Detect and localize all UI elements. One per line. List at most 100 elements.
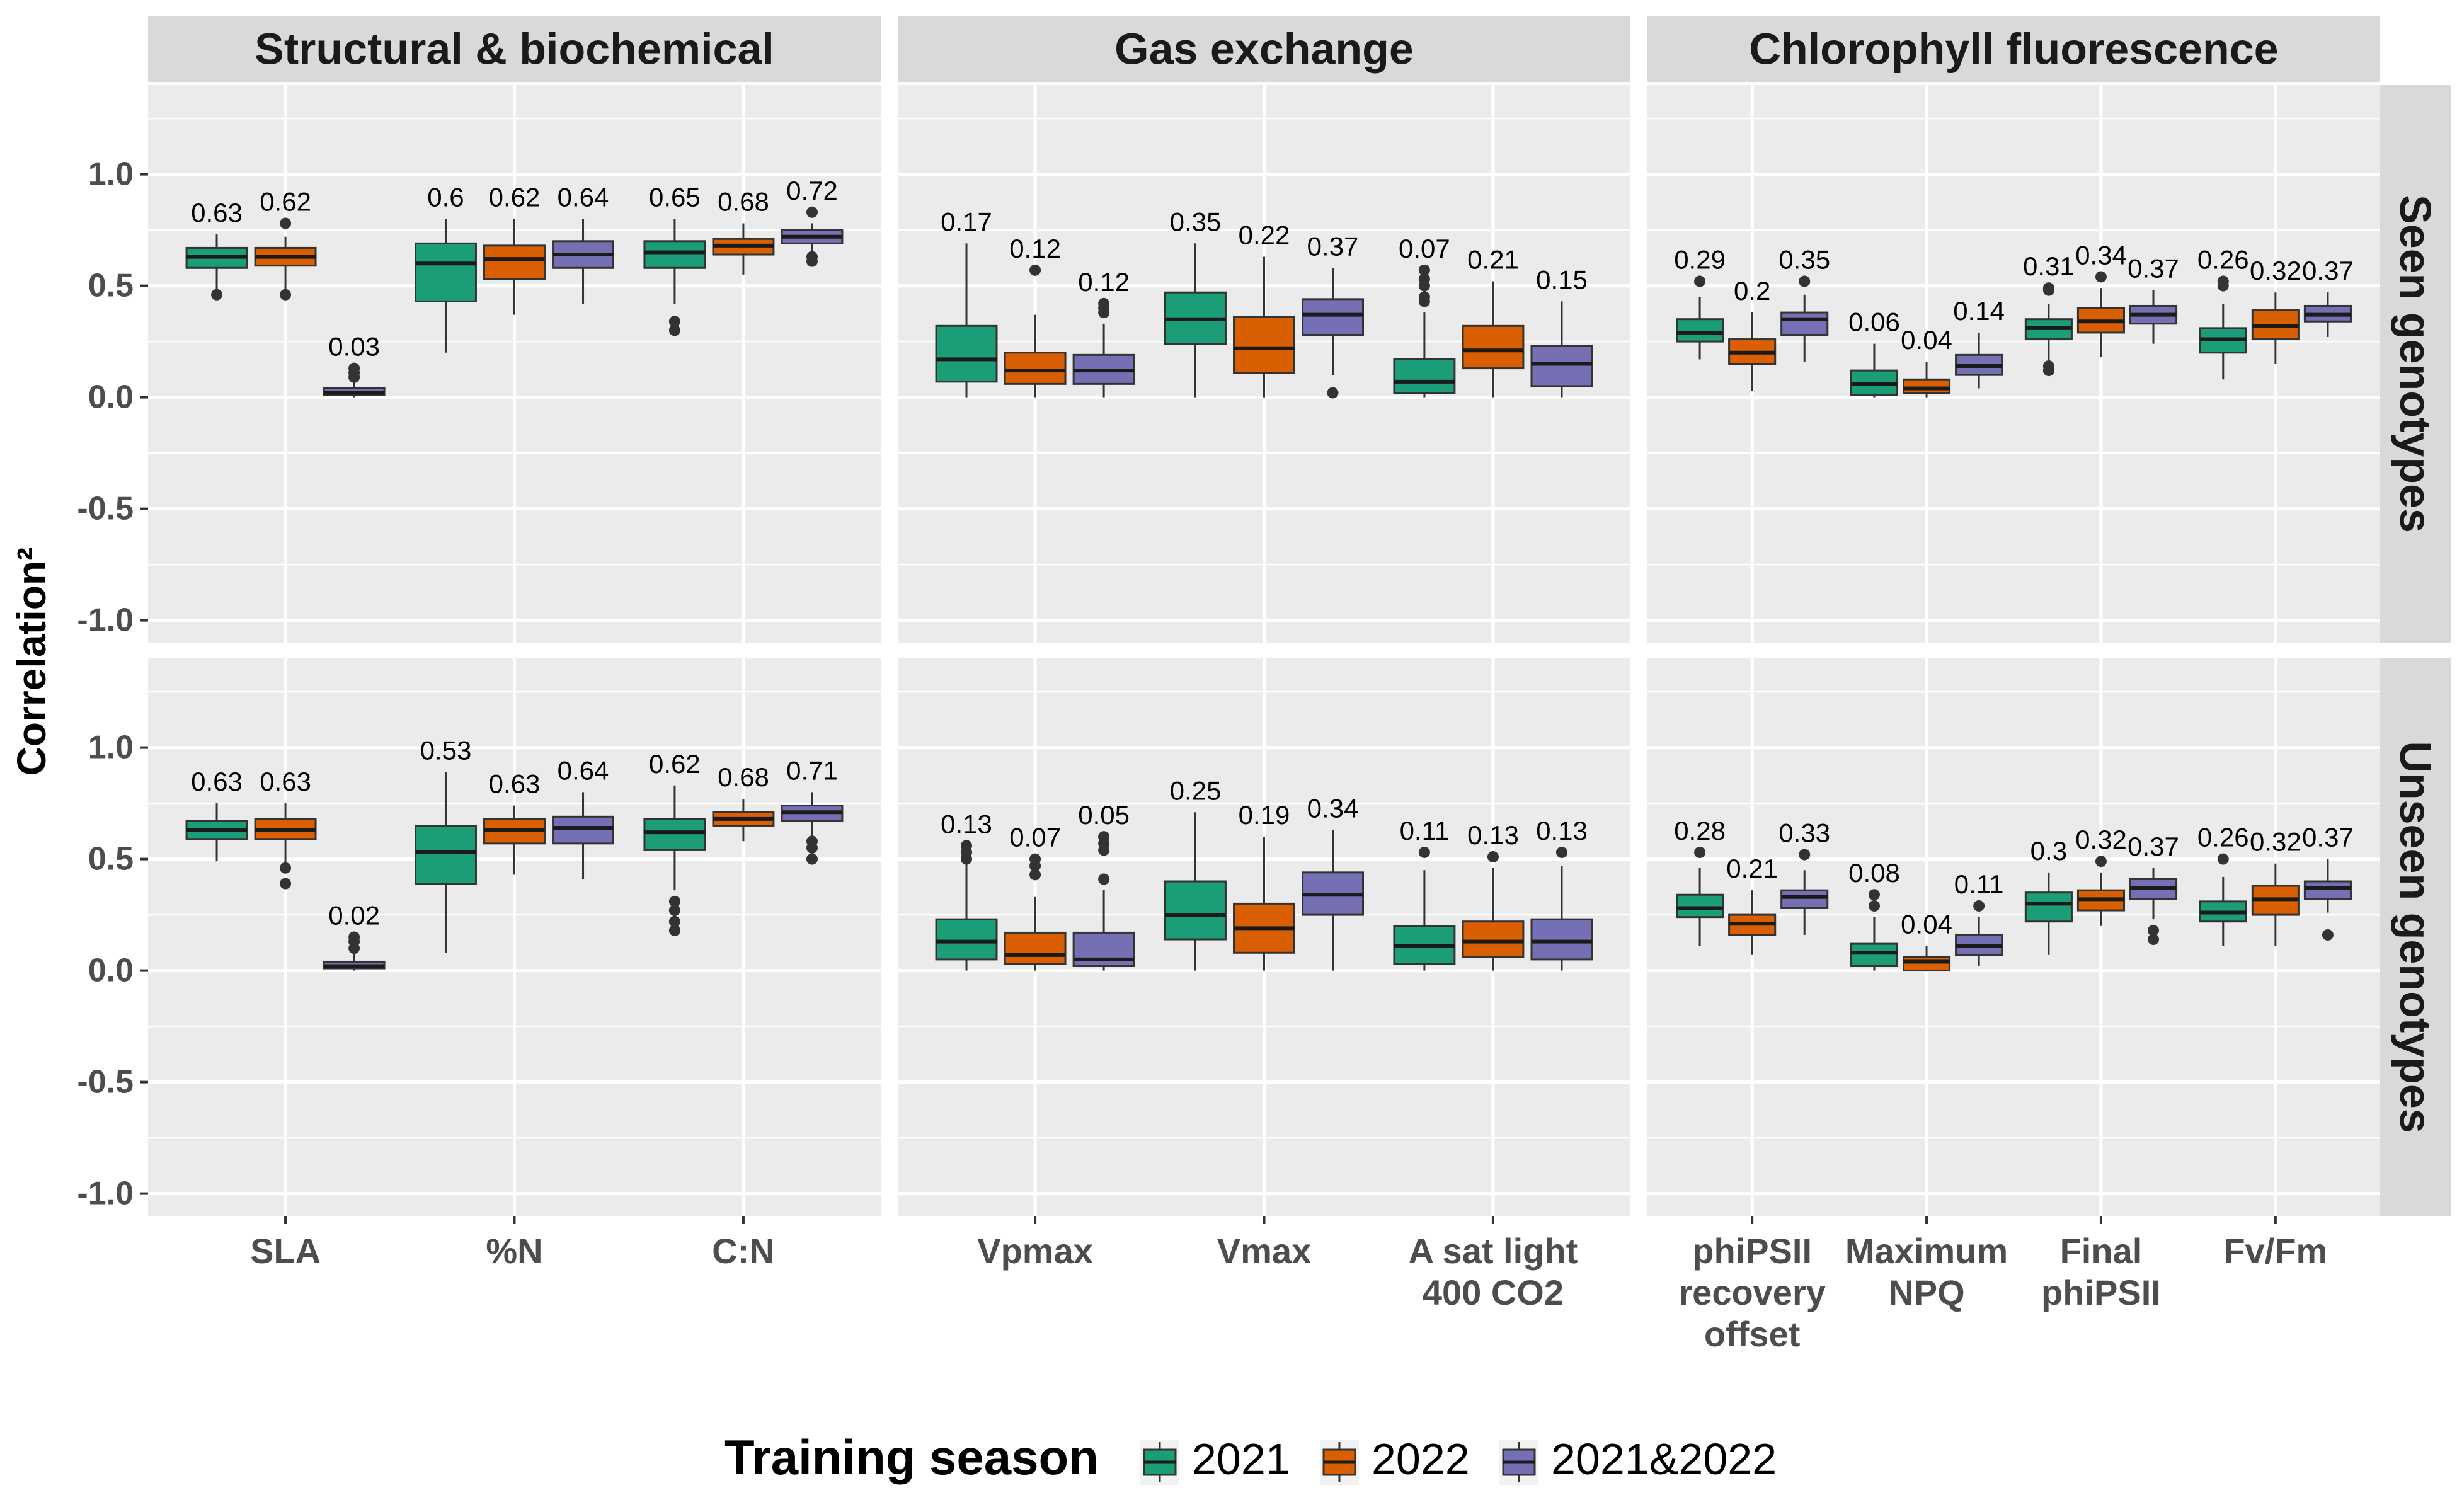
strip-row-label: Unseen genotypes: [2391, 741, 2440, 1133]
box-iqr: [1164, 880, 1227, 941]
x-tick-label: %N: [486, 1231, 542, 1271]
median-label: 0.3: [2030, 836, 2067, 866]
box-2021&2022: 0.64: [552, 755, 615, 879]
panel-r1-c1: 0.13 0.07 0.05 0.25 0.19 0.34 0.11 0.13 0.13: [898, 658, 1630, 1216]
box-2021: 0.26: [2197, 245, 2249, 380]
median-label: 0.26: [2197, 823, 2249, 852]
box-iqr: [414, 242, 477, 302]
strip-title: Gas exchange: [1114, 25, 1414, 74]
x-tick-label: A sat light: [1409, 1231, 1578, 1271]
strip-title: Structural & biochemical: [255, 25, 774, 74]
median-label: 0.11: [1400, 816, 1450, 845]
outlier-point: [1029, 853, 1041, 865]
box-iqr: [643, 240, 706, 269]
box-2021: 0.11: [1393, 816, 1456, 971]
strip-column-2: [1647, 16, 2380, 82]
y-tick-label: -0.5: [77, 491, 134, 527]
median-label: 0.34: [2075, 240, 2127, 270]
x-tick-label: Maximum: [1845, 1231, 2008, 1271]
box-2021&2022: 0.72: [781, 176, 844, 267]
outlier-point: [280, 878, 292, 890]
median-label: 0.71: [786, 755, 838, 785]
legend-label: 2021: [1192, 1435, 1290, 1484]
outlier-point: [2095, 271, 2107, 283]
median-label: 0.06: [1848, 307, 1900, 337]
box-2021: 0.06: [1848, 307, 1900, 398]
box-2022: 0.12: [1004, 234, 1067, 398]
median-label: 0.37: [2128, 832, 2179, 861]
box-2021: 0.63: [185, 198, 248, 301]
box-2021&2022: 0.71: [781, 755, 844, 865]
box-2022: 0.63: [483, 769, 546, 875]
box-2021: 0.25: [1164, 776, 1227, 971]
median-label: 0.65: [649, 182, 701, 212]
legend-title: Training season: [724, 1429, 1099, 1485]
box-2021&2022: 0.33: [1778, 818, 1830, 935]
outlier-point: [1418, 273, 1430, 285]
outlier-point: [668, 316, 680, 328]
median-label: 0.32: [2075, 825, 2127, 854]
outlier-point: [2217, 275, 2229, 287]
y-tick-label: -0.5: [77, 1064, 134, 1101]
strip-row-0: [2380, 85, 2451, 643]
outlier-point: [2148, 924, 2160, 936]
outlier-point: [2095, 856, 2107, 868]
strip-row-1: [2380, 658, 2451, 1216]
box-2021: 0.63: [185, 767, 248, 862]
median-label: 0.29: [1674, 245, 1726, 275]
panel-r0-c0: 0.63 0.62 0.03 0.6 0.62 0.64 0.65 0.68 0.72: [148, 85, 881, 643]
box-iqr: [1902, 378, 1951, 394]
y-tick-label: 1.0: [88, 156, 134, 193]
box-2021: 0.29: [1674, 245, 1726, 360]
median-label: 0.13: [941, 809, 992, 839]
median-label: 0.37: [2302, 256, 2354, 285]
median-label: 0.63: [260, 767, 311, 796]
median-label: 0.19: [1239, 800, 1290, 830]
median-label: 0.02: [328, 901, 380, 931]
box-iqr: [1462, 324, 1525, 370]
outlier-point: [1799, 275, 1811, 287]
box-2022: 0.13: [1462, 820, 1525, 971]
median-label: 0.21: [1467, 245, 1519, 275]
outlier-point: [1327, 387, 1339, 399]
box-iqr: [1902, 956, 1951, 972]
median-label: 0.62: [260, 186, 311, 216]
box-iqr: [1676, 893, 1724, 919]
x-tick-label: SLA: [250, 1231, 321, 1271]
median-label: 0.13: [1536, 816, 1588, 845]
outlier-point: [280, 217, 292, 229]
panel-background: [1647, 658, 2380, 1216]
x-tick-label: NPQ: [1888, 1273, 1964, 1312]
y-tick-label: 0.0: [88, 379, 134, 416]
box-2022: 0.62: [483, 182, 546, 315]
y-tick-label: -1.0: [77, 602, 134, 639]
median-label: 0.32: [2250, 827, 2301, 857]
strip-column-1: [898, 16, 1630, 82]
median-label: 0.34: [1307, 794, 1359, 823]
box-2021: 0.13: [935, 809, 998, 971]
x-tick-label: Final: [2060, 1231, 2143, 1271]
median-label: 0.15: [1536, 265, 1588, 294]
median-label: 0.03: [328, 332, 380, 362]
box-2022: 0.32: [2250, 256, 2301, 364]
box-iqr: [2303, 880, 2352, 900]
x-tick-label: offset: [1704, 1314, 1800, 1354]
outlier-point: [1973, 900, 1985, 912]
x-tick-label: C:N: [712, 1231, 775, 1271]
median-label: 0.62: [489, 182, 541, 212]
outlier-point: [211, 289, 223, 301]
box-iqr: [1780, 889, 1829, 909]
panel-r0-c1: 0.17 0.12 0.12 0.35 0.22 0.37 0.07 0.21 0.15: [898, 85, 1630, 643]
box-2022: 0.2: [1728, 276, 1777, 391]
median-label: 0.14: [1953, 296, 2005, 326]
box-2022: 0.62: [254, 186, 317, 301]
median-label: 0.25: [1170, 776, 1222, 805]
median-label: 0.22: [1239, 220, 1290, 250]
median-label: 0.11: [1954, 869, 2004, 899]
box-2021&2022: 0.35: [1778, 245, 1830, 362]
box-iqr: [935, 918, 998, 961]
x-tick-label: Vmax: [1217, 1231, 1311, 1271]
box-2021&2022: 0.15: [1530, 265, 1593, 398]
